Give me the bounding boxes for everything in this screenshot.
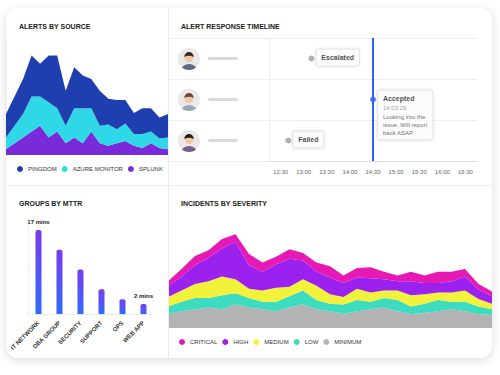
svg-text:AZURE MONITOR: AZURE MONITOR — [73, 166, 124, 172]
svg-text:14:30: 14:30 — [365, 169, 381, 175]
svg-text:SUPPORT: SUPPORT — [79, 320, 104, 345]
svg-text:INCIDENTS BY SEVERITY: INCIDENTS BY SEVERITY — [181, 200, 267, 207]
svg-text:IT NETWORK: IT NETWORK — [9, 319, 41, 351]
svg-text:13:30: 13:30 — [319, 169, 335, 175]
svg-text:ALERTS BY SOURCE: ALERTS BY SOURCE — [19, 23, 91, 30]
svg-text:issue. Will report: issue. Will report — [383, 122, 428, 128]
svg-text:SECURITY: SECURITY — [57, 320, 83, 346]
svg-text:MEDIUM: MEDIUM — [264, 339, 288, 345]
svg-text:Failed: Failed — [298, 136, 318, 143]
svg-text:2 mins: 2 mins — [134, 293, 154, 299]
svg-text:15:00: 15:00 — [389, 169, 405, 175]
svg-text:SPLUNK: SPLUNK — [139, 166, 163, 172]
svg-text:PINGDOM: PINGDOM — [28, 166, 57, 172]
svg-text:17 mins: 17 mins — [27, 219, 50, 225]
svg-text:MINIMUM: MINIMUM — [334, 339, 361, 345]
svg-text:Escalated: Escalated — [321, 54, 354, 61]
svg-text:CRITICAL: CRITICAL — [190, 339, 218, 345]
svg-text:15:30: 15:30 — [412, 169, 428, 175]
svg-text:Accepted: Accepted — [383, 95, 415, 103]
svg-text:GROUPS BY MTTR: GROUPS BY MTTR — [19, 200, 82, 207]
svg-text:DBA GROUP: DBA GROUP — [32, 320, 62, 350]
svg-text:ALERT RESPONSE TIMELINE: ALERT RESPONSE TIMELINE — [181, 23, 280, 30]
svg-text:back ASAP.: back ASAP. — [383, 130, 414, 136]
svg-text:13:00: 13:00 — [296, 169, 312, 175]
svg-text:14:00: 14:00 — [342, 169, 358, 175]
svg-text:WEB APP: WEB APP — [122, 320, 146, 344]
svg-text:OPS: OPS — [111, 320, 124, 333]
svg-text:12:30: 12:30 — [273, 169, 289, 175]
svg-text:16:30: 16:30 — [458, 169, 474, 175]
svg-text:14:03:29: 14:03:29 — [383, 105, 407, 111]
svg-text:Looking into the: Looking into the — [383, 114, 426, 120]
svg-text:16:00: 16:00 — [435, 169, 451, 175]
svg-text:LOW: LOW — [305, 339, 319, 345]
svg-text:HIGH: HIGH — [233, 339, 248, 345]
